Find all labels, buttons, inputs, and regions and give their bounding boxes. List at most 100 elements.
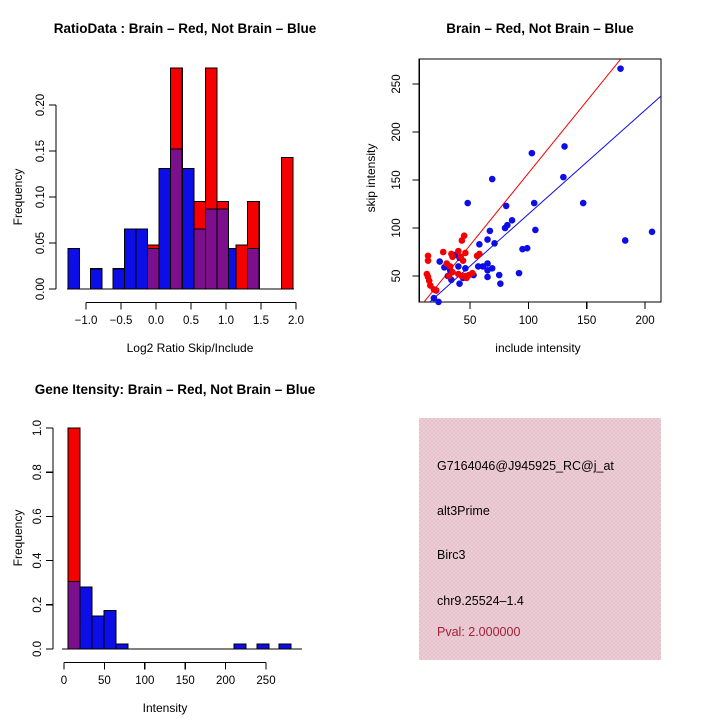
scatter-point-blue (532, 226, 539, 234)
x-tick-label: 50 (98, 675, 111, 687)
ratio-hist-xlabel: Log2 Ratio Skip/Include (126, 341, 254, 355)
scatter-point-blue (561, 143, 568, 150)
scatter-point-blue (436, 258, 444, 265)
x-tick-label: 150 (176, 675, 195, 687)
scatter-point-blue (495, 271, 503, 279)
gene-hist-title: Gene Itensity: Brain – Red, Not Brain – … (34, 382, 316, 397)
x-tick-label: 200 (635, 315, 654, 327)
scatter-point-blue (486, 227, 494, 235)
scatter-point-blue (515, 269, 523, 277)
info-line-pval: Pval: 2.000000 (437, 625, 521, 639)
red-line (423, 59, 621, 303)
scatter-point-blue (479, 263, 487, 270)
y-tick-label: 100 (391, 218, 403, 237)
histogram-bar-blue (67, 247, 80, 290)
scatter-point-red (424, 257, 432, 264)
histogram-bar-overlap (67, 581, 81, 650)
scatter-point-blue (621, 237, 629, 244)
x-tick-label: 0 (61, 675, 67, 687)
scatter-point-red (458, 237, 466, 244)
histogram-bar-blue (112, 268, 126, 290)
histogram-bar-overlap (193, 228, 206, 290)
gene-intensity-histogram-plot: 0.0 0.2 0.4 0.6 0.8 1.0 0 50 100 150 200 250 (32, 420, 302, 687)
x-tick-label: 0.0 (148, 315, 164, 327)
histogram-bar-blue (135, 228, 149, 290)
scatter-point-blue (508, 217, 516, 224)
scatter-point-red (445, 272, 453, 280)
x-tick-label: 2.0 (288, 315, 304, 327)
x-tick-label: 1.0 (218, 315, 234, 327)
scatter-point-red (469, 269, 476, 277)
y-tick-label: 0.05 (35, 232, 47, 254)
scatter-point-blue (502, 202, 510, 210)
scatter-point-blue (497, 280, 504, 287)
scatter-point-blue (519, 245, 526, 253)
scatter-point-blue (474, 263, 482, 270)
histogram-bar-overlap (247, 247, 260, 290)
x-tick-label: −0.5 (110, 315, 133, 327)
y-tick-label: 1.0 (32, 420, 44, 436)
scatter-point-red (432, 287, 440, 294)
probe-info-box: G7164046@J945925_RC@j_at alt3Prime Birc3… (419, 418, 661, 660)
scatter-point-red (446, 263, 454, 270)
scatter-point-blue (491, 240, 498, 247)
y-tick-label: 0.8 (32, 464, 44, 480)
histogram-bar-blue (278, 643, 292, 650)
y-tick-label: 0.15 (35, 140, 47, 162)
histogram-bar-blue (233, 643, 247, 650)
ratio-hist-title: RatioData : Brain – Red, Not Brain – Blu… (53, 21, 317, 36)
histogram-bar-blue (158, 167, 172, 290)
histogram-bar-blue (227, 247, 237, 290)
scatter-point-red (424, 252, 432, 260)
scatter-point-blue (456, 280, 463, 287)
scatter-point-blue (464, 199, 472, 207)
scatter-point-red (459, 257, 467, 264)
histogram-bar-overlap (216, 208, 229, 290)
histogram-bar-blue (181, 167, 195, 290)
scatter-point-blue (455, 263, 462, 270)
scatter-point-blue (530, 199, 538, 207)
gene-hist-xlabel: Intensity (142, 701, 188, 715)
scatter-point-red (449, 253, 456, 261)
histogram-bar-red (235, 244, 249, 290)
x-tick-label: 250 (256, 675, 275, 687)
x-tick-label: 50 (464, 315, 477, 327)
histogram-bar-red (281, 156, 294, 290)
y-tick-label: 0.6 (32, 508, 44, 524)
scatter-point-blue (617, 65, 624, 72)
scatter-point-red (476, 250, 483, 258)
x-tick-label: 0.5 (183, 315, 199, 327)
info-line-gene: Birc3 (437, 548, 466, 562)
scatter-title: Brain – Red, Not Brain – Blue (446, 21, 634, 36)
x-tick-label: 1.5 (253, 315, 269, 327)
histogram-bar-blue (91, 615, 105, 650)
scatter-point-blue (560, 173, 567, 181)
scatter-point-red (455, 247, 462, 255)
histogram-bar-blue (79, 586, 93, 650)
y-tick-label: 0.10 (35, 186, 47, 208)
scatter-point-blue (484, 266, 491, 274)
intensity-scatter-plot: 50 100 150 200 50 100 150 200 250 (391, 58, 662, 327)
histogram-bar-blue (256, 643, 270, 650)
scatter-point-red (439, 248, 447, 256)
scatter-point-blue (430, 294, 438, 302)
y-tick-label: 0.4 (32, 552, 44, 569)
y-tick-label: 0.00 (35, 278, 47, 300)
x-tick-label: 200 (216, 675, 235, 687)
histogram-bar-blue (115, 643, 129, 650)
y-tick-label: 50 (391, 270, 403, 283)
y-tick-label: 0.2 (32, 597, 44, 613)
histogram-bar-blue (103, 609, 117, 650)
histogram-bar-overlap (170, 148, 183, 290)
scatter-point-blue (579, 199, 587, 207)
info-line-locus: chr9.25524–1.4 (437, 594, 524, 608)
y-tick-label: 250 (391, 74, 403, 93)
y-tick-label: 200 (391, 122, 403, 141)
scatter-point-blue (476, 241, 483, 248)
histogram-bar-overlap (204, 208, 218, 290)
histogram-bar-blue (123, 228, 137, 290)
y-tick-label: 0.20 (35, 94, 47, 116)
x-tick-label: 100 (135, 675, 154, 687)
scatter-point-red (463, 274, 470, 282)
